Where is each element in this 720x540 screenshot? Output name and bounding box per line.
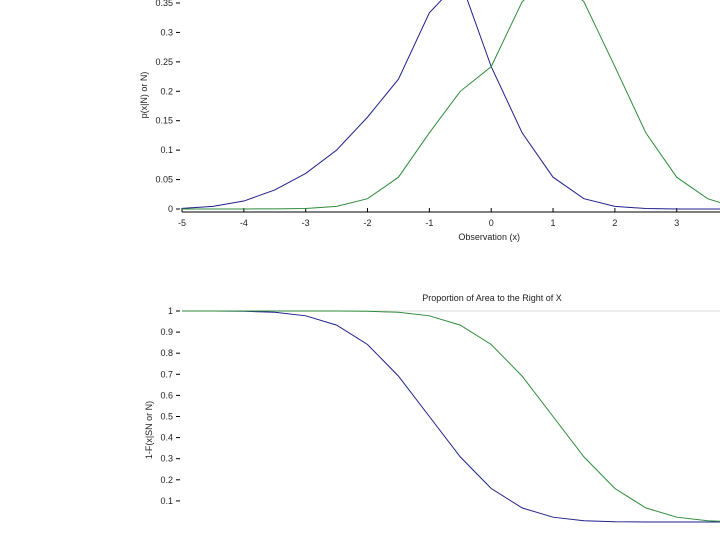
density-x-tick-label: -2: [364, 218, 372, 228]
density-y-axis-label: p(x|N) or N): [139, 72, 149, 119]
density-x-tick-label: -5: [178, 218, 186, 228]
density-x-tick-label: -3: [302, 218, 310, 228]
density-y-tick-label: 0: [168, 204, 173, 214]
survival-series-line: [181, 310, 720, 523]
survival-y-tick-label: 0.9: [160, 327, 173, 337]
density-y-tick-label: 0.25: [155, 57, 173, 67]
survival-plot-title: Proportion of Area to the Right of X: [422, 293, 562, 303]
density-y-ticks: 0 0.05 0.1 0.15 0.2 0.25 0.3 0.35: [155, 0, 180, 214]
survival-series-line: [182, 310, 720, 522]
survival-y-tick-label: 0.5: [160, 412, 173, 422]
density-plot: 0 0.05 0.1 0.15 0.2 0.25 0.3 0.35 -5 -4 -3 -2 -1 0 1 2…: [139, 0, 720, 242]
density-y-tick-label: 0.1: [160, 145, 173, 155]
survival-plot: Proportion of Area to the Right of X 0.1…: [144, 293, 720, 523]
density-x-axis-label: Observation (x): [458, 232, 520, 242]
survival-y-tick-label: 0.2: [160, 475, 173, 485]
survival-series: [181, 310, 720, 523]
survival-y-ticks: 0.1 0.2 0.3 0.4 0.5 0.6 0.7 0.8 0.9 1: [160, 306, 180, 506]
density-x-tick-label: 3: [674, 218, 679, 228]
density-y-tick-label: 0.2: [160, 86, 173, 96]
density-x-tick-label: -4: [240, 218, 248, 228]
density-y-tick-label: 0.15: [155, 116, 173, 126]
survival-y-tick-label: 0.7: [160, 369, 173, 379]
density-y-tick-label: 0.35: [155, 0, 173, 8]
density-y-tick-label: 0.05: [155, 175, 173, 185]
survival-y-axis-label: 1-F(x|SN or N): [144, 401, 154, 459]
survival-y-tick-label: 1: [168, 306, 173, 316]
density-y-tick-label: 0.3: [160, 27, 173, 37]
density-x-tick-label: 2: [612, 218, 617, 228]
density-x-tick-label: -1: [425, 218, 433, 228]
density-x-ticks: -5 -4 -3 -2 -1 0 1 2 3: [178, 208, 679, 228]
density-series-line: [181, 0, 720, 210]
density-x-tick-label: 1: [551, 218, 556, 228]
density-series: [181, 0, 720, 210]
survival-y-tick-label: 0.4: [160, 433, 173, 443]
density-series-line: [182, 0, 720, 210]
survival-y-tick-label: 0.8: [160, 348, 173, 358]
survival-y-tick-label: 0.6: [160, 390, 173, 400]
density-x-tick-label: 0: [489, 218, 494, 228]
survival-y-tick-label: 0.1: [160, 496, 173, 506]
survival-y-tick-label: 0.3: [160, 454, 173, 464]
